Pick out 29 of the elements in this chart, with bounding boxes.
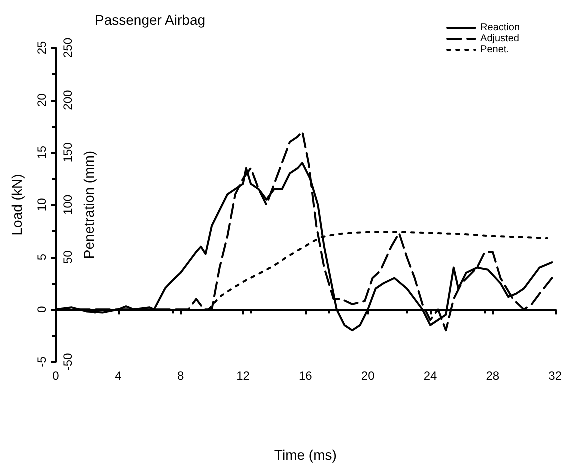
y-tick-label: 0	[35, 306, 49, 314]
y2-axis-title: Penetration (mm)	[81, 150, 97, 260]
y2-tick-label: -50	[61, 353, 75, 371]
x-tick-label: 28	[486, 369, 500, 383]
y-axis-title: Load (kN)	[9, 174, 25, 236]
y-tick-label: 15	[35, 146, 49, 160]
x-tick-label: 12	[236, 369, 250, 383]
x-tick-label: 20	[361, 369, 376, 383]
x-tick-label: 0	[52, 369, 60, 383]
y2-tick-label: 200	[61, 90, 75, 110]
x-tick-label: 24	[424, 369, 438, 383]
x-tick-label: 8	[177, 369, 184, 383]
chart-title: Passenger Airbag	[95, 12, 206, 28]
y2-tick-label: 50	[61, 250, 75, 264]
y-tick-label: -5	[35, 356, 49, 368]
legend-label: Penet.	[480, 44, 510, 56]
y-tick-label: 20	[35, 93, 49, 108]
y2-tick-label: 150	[61, 142, 75, 163]
y2-tick-label: 100	[61, 194, 75, 216]
x-tick-label: 16	[298, 369, 313, 383]
y-tick-label: 25	[35, 41, 49, 55]
y2-tick-label: 250	[61, 38, 75, 58]
legend-label: Adjusted	[480, 34, 520, 44]
x-axis-title: Time (ms)	[274, 447, 337, 463]
legend-label: Reaction	[480, 22, 520, 34]
x-tick-label: 4	[115, 369, 122, 383]
y-tick-label: 5	[35, 254, 49, 261]
x-tick-label: 32	[548, 369, 562, 383]
y-tick-label: 10	[35, 198, 49, 212]
